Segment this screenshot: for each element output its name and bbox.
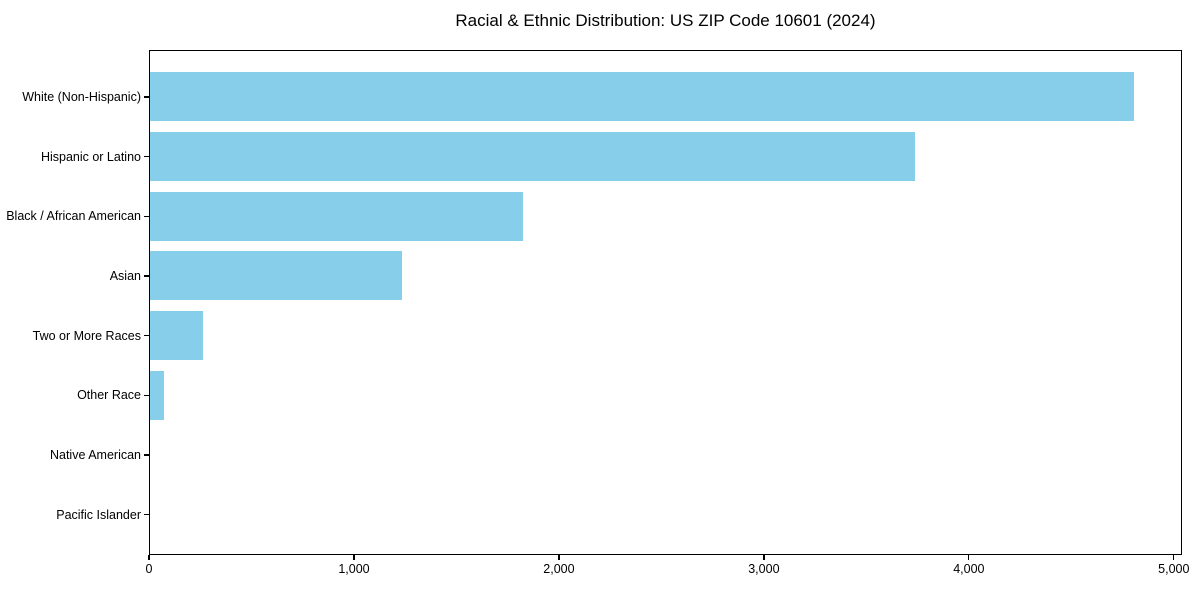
x-tick-label: 5,000 xyxy=(1158,562,1190,576)
y-tick xyxy=(144,454,149,456)
bar xyxy=(150,251,403,301)
y-axis-label: White (Non-Hispanic) xyxy=(22,90,141,104)
bar xyxy=(150,191,524,241)
y-axis-label: Two or More Races xyxy=(32,328,141,343)
x-tick-label: 3,000 xyxy=(748,562,780,576)
y-tick xyxy=(144,394,149,396)
chart-title: Racial & Ethnic Distribution: US ZIP Cod… xyxy=(455,11,876,30)
bar xyxy=(150,370,165,420)
x-tick-label: 4,000 xyxy=(953,562,985,576)
bar xyxy=(150,72,1134,122)
x-tick xyxy=(1173,555,1175,560)
y-axis-label: Pacific Islander xyxy=(56,507,141,522)
x-tick-label: 2,000 xyxy=(543,562,575,576)
y-tick xyxy=(144,215,149,217)
y-tick xyxy=(144,334,149,337)
x-tick xyxy=(968,555,970,560)
y-axis-label: Hispanic or Latino xyxy=(40,149,141,164)
x-tick-label: 0 xyxy=(145,562,153,576)
y-axis-label: Other Race xyxy=(77,388,141,403)
y-axis-label: Native American xyxy=(49,447,141,462)
x-tick xyxy=(148,555,150,560)
x-tick-label: 1,000 xyxy=(338,562,370,576)
y-tick xyxy=(144,275,149,277)
bar xyxy=(150,310,204,360)
y-tick xyxy=(144,513,149,516)
y-axis-label: Asian xyxy=(109,268,141,283)
bar xyxy=(150,131,915,181)
y-tick xyxy=(144,96,149,98)
x-tick xyxy=(353,555,355,560)
plot-area xyxy=(149,50,1182,555)
x-tick xyxy=(763,555,765,560)
y-axis-label: Black / African American xyxy=(6,209,141,224)
y-tick xyxy=(144,156,149,158)
x-tick xyxy=(558,555,560,560)
